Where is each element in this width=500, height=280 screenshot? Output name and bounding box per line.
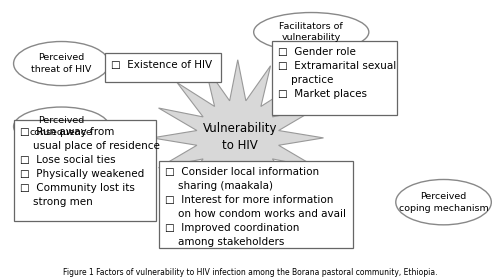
- FancyBboxPatch shape: [14, 120, 156, 221]
- Text: □  Existence of HIV: □ Existence of HIV: [112, 60, 212, 70]
- Ellipse shape: [396, 179, 492, 225]
- Text: Perceived
coping mechanism: Perceived coping mechanism: [398, 192, 488, 213]
- Text: Perceived
consequence: Perceived consequence: [30, 116, 93, 137]
- FancyBboxPatch shape: [106, 53, 220, 83]
- Text: Vulnerability
to HIV: Vulnerability to HIV: [203, 122, 278, 152]
- FancyBboxPatch shape: [272, 41, 397, 115]
- Text: Facilitators of
vulnerability: Facilitators of vulnerability: [280, 22, 343, 43]
- Polygon shape: [152, 60, 324, 216]
- Text: Figure 1 Factors of vulnerability to HIV infection among the Borana pastoral com: Figure 1 Factors of vulnerability to HIV…: [63, 268, 437, 277]
- Text: □  Run away from
    usual place of residence
□  Lose social ties
□  Physically : □ Run away from usual place of residence…: [20, 127, 160, 207]
- Text: □  Consider local information
    sharing (maakala)
□  Interest for more informa: □ Consider local information sharing (ma…: [165, 167, 346, 247]
- Ellipse shape: [254, 13, 369, 52]
- FancyBboxPatch shape: [160, 161, 353, 248]
- Ellipse shape: [14, 41, 109, 86]
- Text: □  Gender role
□  Extramarital sexual
    practice
□  Market places: □ Gender role □ Extramarital sexual prac…: [278, 47, 396, 99]
- Text: Perceived
threat of HIV: Perceived threat of HIV: [31, 53, 92, 74]
- Ellipse shape: [14, 107, 109, 146]
